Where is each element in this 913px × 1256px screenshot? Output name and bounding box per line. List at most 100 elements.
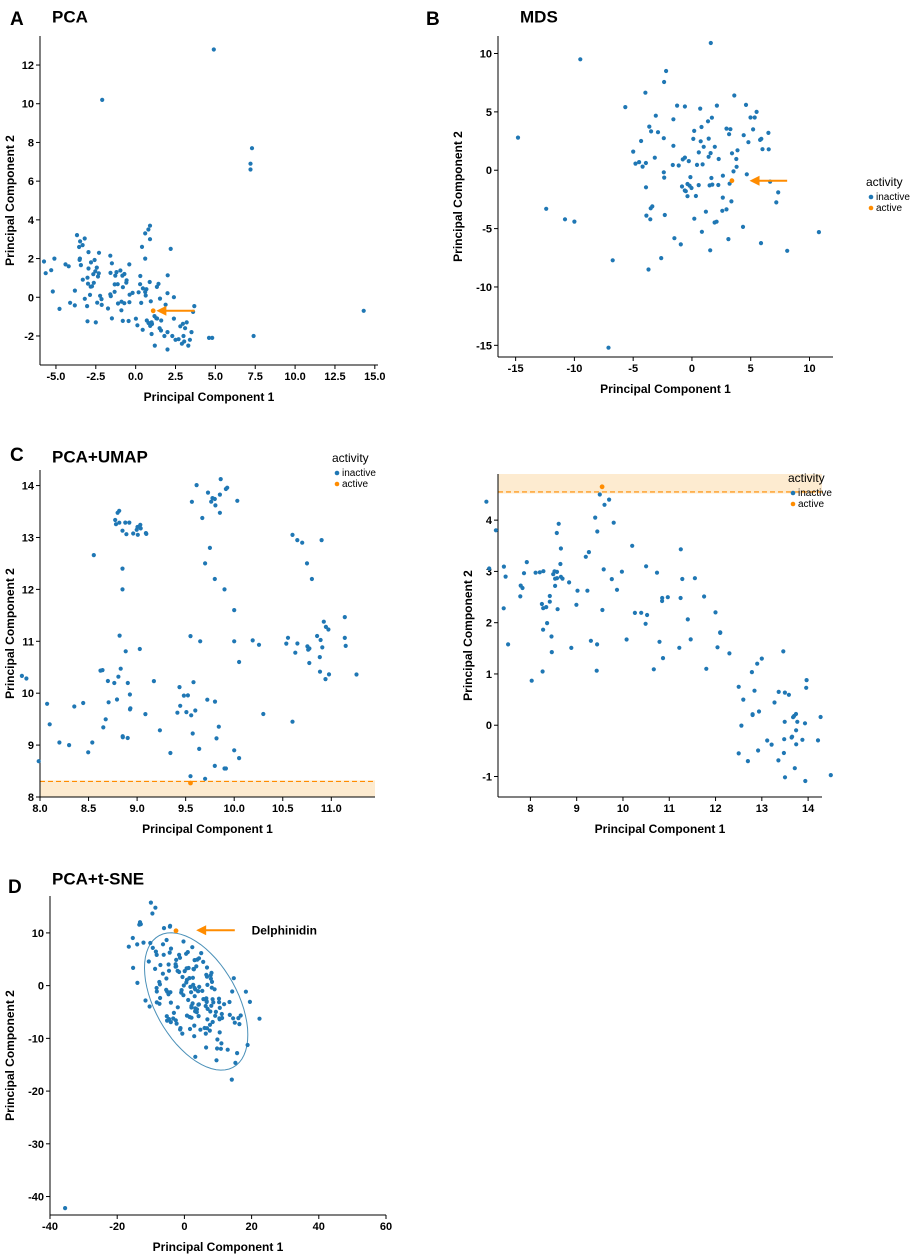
point-inactive [140, 327, 145, 332]
point-inactive [484, 499, 489, 504]
point-inactive [237, 1022, 242, 1027]
point-inactive [694, 162, 700, 167]
point-inactive [749, 670, 755, 675]
point-inactive [118, 268, 123, 273]
point-inactive [741, 133, 746, 138]
point-inactive [734, 164, 739, 169]
point-inactive [82, 236, 87, 241]
y-tick-label: 5 [486, 107, 492, 119]
point-inactive [191, 680, 196, 685]
point-inactive [192, 1034, 197, 1039]
point-inactive [217, 1005, 222, 1011]
x-axis-label: Principal Component 1 [153, 1240, 284, 1254]
point-inactive [153, 905, 158, 910]
y-axis-label: Principal Component 2 [3, 990, 17, 1121]
point-inactive [205, 490, 211, 495]
point-inactive [776, 190, 781, 195]
point-inactive [205, 697, 210, 702]
point-inactive [755, 661, 760, 666]
point-inactive [682, 104, 688, 109]
point-inactive [665, 595, 670, 600]
point-inactive [87, 292, 93, 297]
point-inactive [181, 993, 186, 998]
point-inactive [343, 643, 348, 649]
point-inactive [117, 520, 122, 525]
point-inactive [204, 1045, 209, 1050]
x-tick-label: 60 [380, 1221, 392, 1233]
legend-label-inactive: inactive [876, 192, 910, 203]
legend-marker-active [334, 481, 340, 487]
point-inactive [218, 477, 223, 482]
point-inactive [248, 161, 253, 166]
point-inactive [72, 288, 77, 293]
point-inactive [80, 277, 85, 282]
point-inactive [135, 524, 140, 530]
point-inactive [98, 293, 103, 298]
point-inactive [135, 980, 140, 986]
point-inactive [114, 697, 120, 702]
point-inactive [149, 331, 154, 337]
point-inactive [207, 1028, 212, 1033]
point-inactive [744, 172, 749, 177]
point-inactive [189, 499, 194, 504]
point-inactive [208, 973, 213, 978]
point-inactive [147, 223, 153, 228]
legend-marker-inactive [868, 194, 874, 200]
point-inactive [227, 1012, 232, 1018]
point-inactive [607, 497, 612, 502]
point-inactive [541, 569, 546, 574]
panel-letter: C [10, 445, 24, 466]
point-inactive [127, 300, 132, 305]
point-inactive [212, 496, 217, 502]
point-inactive [802, 721, 808, 726]
point-inactive [743, 102, 749, 107]
point-inactive [91, 280, 96, 285]
point-inactive [43, 271, 48, 276]
point-inactive [597, 492, 602, 497]
point-inactive [202, 1025, 207, 1031]
point-inactive [720, 195, 725, 200]
point-inactive [163, 302, 168, 307]
point-inactive [173, 1018, 178, 1023]
x-tick-label: 8.5 [81, 803, 96, 815]
point-inactive [709, 175, 714, 181]
point-inactive [207, 545, 212, 551]
y-tick-label: 0 [38, 981, 44, 993]
point-inactive [154, 952, 159, 958]
y-tick-label: 12 [22, 584, 34, 596]
point-inactive [649, 129, 654, 134]
point-inactive [212, 699, 218, 704]
point-inactive [786, 692, 792, 697]
point-inactive [194, 483, 199, 488]
legend-title: activity [332, 451, 369, 465]
point-inactive [685, 194, 690, 199]
point-inactive [154, 985, 159, 991]
point-inactive [323, 624, 328, 630]
point-inactive [191, 967, 196, 972]
point-inactive [166, 962, 171, 967]
point-inactive [108, 292, 113, 297]
point-inactive [128, 706, 133, 711]
point-inactive [285, 635, 291, 640]
point-inactive [171, 1010, 176, 1016]
point-inactive [685, 617, 690, 622]
point-inactive [752, 115, 757, 120]
point-inactive [318, 637, 323, 643]
point-inactive [729, 199, 734, 204]
point-inactive [215, 1046, 220, 1051]
x-axis-label: Principal Component 1 [600, 382, 731, 396]
x-tick-label: 5.0 [208, 371, 223, 383]
point-inactive [112, 289, 117, 294]
point-inactive [93, 320, 98, 325]
point-inactive [206, 335, 212, 340]
y-tick-label: -1 [482, 771, 492, 783]
point-inactive [232, 1020, 237, 1025]
point-inactive [750, 712, 755, 718]
point-inactive [699, 229, 705, 234]
point-inactive [518, 594, 523, 599]
point-inactive [706, 136, 711, 141]
point-inactive [250, 638, 255, 643]
point-inactive [212, 987, 217, 992]
point-inactive [816, 230, 822, 235]
point-inactive [216, 996, 222, 1001]
